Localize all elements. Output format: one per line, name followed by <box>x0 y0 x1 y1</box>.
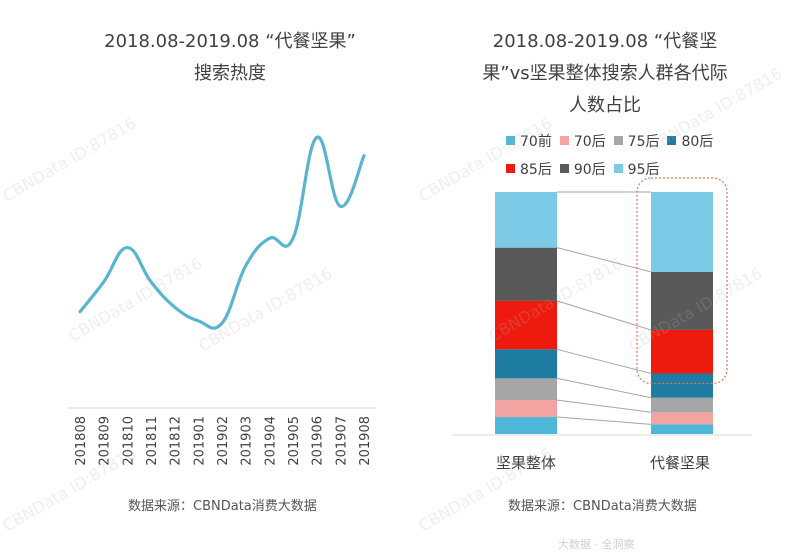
legend-label: 80后 <box>681 134 714 150</box>
legend-swatch <box>613 164 623 173</box>
highlight-box <box>636 177 728 385</box>
line-point-201809 <box>102 280 105 283</box>
legend-label: 85后 <box>520 162 552 178</box>
stacked-chart-title-line-2: 果”vs坚果整体搜索人群各代际 <box>482 63 728 84</box>
stacked-connector-line <box>556 247 652 273</box>
line-point-201908 <box>363 154 366 157</box>
bar-segment-85后-代餐坚果 <box>651 329 713 374</box>
line-point-201907 <box>339 205 342 208</box>
bar-segment-85后-坚果整体 <box>495 300 557 350</box>
line-x-tick-label: 201809 <box>98 416 113 466</box>
line-point-201902 <box>221 322 224 325</box>
legend-row: 85后 90后 95后 <box>506 156 766 184</box>
line-x-tick-label: 201902 <box>216 416 231 466</box>
stacked-connector-line <box>556 377 652 399</box>
line-chart-title-line-2: 搜索热度 <box>194 63 266 84</box>
legend-swatch <box>506 164 515 173</box>
line-point-201905 <box>292 237 295 240</box>
line-point-201901 <box>197 319 200 322</box>
stacked-connector-line <box>556 348 652 374</box>
line-x-tick-label: 201811 <box>145 416 160 466</box>
bar-segment-70前-代餐坚果 <box>651 424 713 434</box>
bar-segment-80后-坚果整体 <box>495 349 557 379</box>
line-x-tick-label: 201908 <box>358 416 373 466</box>
legend-label: 95后 <box>627 162 660 178</box>
category-label-meal-replacement-nuts: 代餐坚果 <box>649 454 710 472</box>
stacked-chart-title-line-3: 人数占比 <box>569 95 641 116</box>
line-point-201810 <box>126 246 129 249</box>
line-point-201903 <box>244 264 247 267</box>
stacked-chart-title-line-1: 2018.08-2019.08 “代餐坚 <box>492 31 718 52</box>
line-x-tick-label: 201906 <box>311 416 326 466</box>
line-chart-source: 数据来源：CBNData消费大数据 <box>128 499 317 514</box>
stacked-connector-line <box>556 399 652 413</box>
legend-item: 80后 <box>667 128 713 156</box>
line-x-tick-label: 201810 <box>121 416 136 466</box>
line-series <box>78 135 366 330</box>
legend-label: 75后 <box>627 134 660 150</box>
legend-item: 75后 <box>613 128 660 156</box>
line-chart-title: 2018.08-2019.08 “代餐坚果” 搜索热度 <box>60 26 400 90</box>
line-x-tick-label: 201905 <box>287 416 302 466</box>
legend-swatch <box>667 136 677 145</box>
bar-segment-90后-代餐坚果 <box>651 271 713 330</box>
bar-segment-70后-坚果整体 <box>495 400 557 418</box>
line-point-201811 <box>150 280 153 283</box>
legend-item: 70后 <box>559 128 606 156</box>
legend-item: 85后 <box>506 156 552 184</box>
stacked-connector-line <box>556 300 652 331</box>
legend-label: 70后 <box>573 134 606 150</box>
legend-item: 95后 <box>613 156 660 184</box>
legend-swatch <box>559 136 569 145</box>
bar-segment-95后-坚果整体 <box>495 192 557 248</box>
line-point-201812 <box>173 306 176 309</box>
line-x-tick-label: 201901 <box>192 416 207 466</box>
legend-swatch <box>559 164 569 173</box>
line-point-201906 <box>315 136 318 139</box>
category-label-nuts-overall: 坚果整体 <box>495 454 556 472</box>
footer-watermark: 大数据 · 全洞察 <box>558 538 635 551</box>
bar-segment-70前-坚果整体 <box>495 417 557 434</box>
line-x-tick-label: 201907 <box>334 416 349 466</box>
legend-swatch <box>506 136 515 145</box>
bar-segment-90后-坚果整体 <box>495 247 557 301</box>
line-x-tick-label: 201812 <box>169 416 184 466</box>
line-x-tick-label: 201808 <box>74 416 89 466</box>
bar-segment-75后-坚果整体 <box>495 378 557 401</box>
legend-swatch <box>613 136 623 145</box>
bar-segment-70后-代餐坚果 <box>651 412 713 425</box>
line-chart-title-line-1: 2018.08-2019.08 “代餐坚果” <box>104 31 356 52</box>
legend-row: 70前 70后 75后 80后 <box>506 128 766 156</box>
bar-segment-80后-代餐坚果 <box>651 373 713 398</box>
stacked-chart-title: 2018.08-2019.08 “代餐坚 果”vs坚果整体搜索人群各代际 人数占… <box>465 26 745 122</box>
bar-segment-75后-代餐坚果 <box>651 397 713 413</box>
legend-label: 90后 <box>573 162 606 178</box>
line-point-201808 <box>79 310 82 313</box>
legend-item: 90后 <box>559 156 606 184</box>
line-point-201904 <box>268 237 271 240</box>
legend-label: 70前 <box>520 134 552 150</box>
line-x-tick-label: 201904 <box>263 416 278 466</box>
bar-segment-95后-代餐坚果 <box>651 192 713 272</box>
stacked-chart-legend: 70前 70后 75后 80后 85后 90后 95后 <box>506 128 766 184</box>
legend-item: 70前 <box>506 128 552 156</box>
stacked-connector-line <box>556 416 652 425</box>
stacked-chart-source: 数据来源：CBNData消费大数据 <box>508 499 697 514</box>
line-x-tick-label: 201903 <box>240 416 255 466</box>
